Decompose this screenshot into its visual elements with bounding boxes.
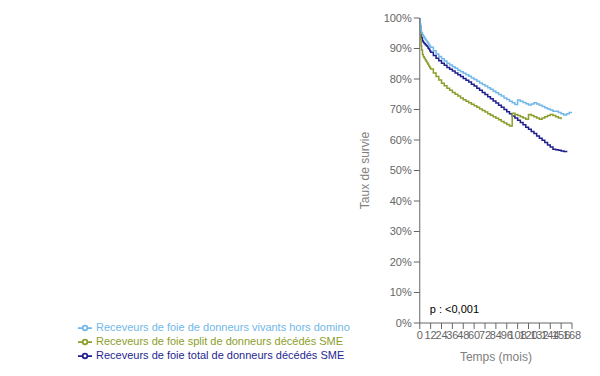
svg-text:100%: 100% [384, 12, 412, 24]
html-text:Receveurs de foie de donneurs: Receveurs de foie de donneurs vivants ho… [96, 320, 350, 333]
html-text:84 96: 84 96 [489, 328, 513, 341]
html-text:12 24 36 48 60: 12 24 36 48 60 [424, 328, 481, 341]
svg-text:156: 156 [551, 328, 571, 341]
svg-text:Taux de survie: Taux de survie [358, 131, 372, 209]
svg-text:108: 108 [508, 328, 527, 341]
svg-text:40%: 40% [390, 195, 412, 207]
svg-text:30%: 30% [390, 225, 412, 237]
svg-text:80%: 80% [390, 73, 412, 85]
svg-text:60%: 60% [390, 134, 412, 146]
html-text:Receveurs de foie split de don: Receveurs de foie split de donneurs décé… [96, 334, 343, 347]
svg-text:50%: 50% [390, 164, 412, 176]
svg-text:p : <0,001: p : <0,001 [430, 303, 479, 315]
svg-text:168: 168 [563, 329, 581, 341]
svg-text:144: 144 [541, 328, 560, 341]
svg-text:72: 72 [478, 328, 492, 341]
html-text:Receveurs de foie total de don: Receveurs de foie total de donneurs décé… [96, 348, 345, 361]
svg-text:120: 120 [519, 328, 538, 341]
svg-text:90%: 90% [390, 42, 412, 54]
svg-text:70%: 70% [390, 103, 412, 115]
svg-text:0: 0 [417, 329, 423, 341]
svg-text:0%: 0% [396, 317, 412, 329]
svg-text:10%: 10% [390, 286, 412, 298]
svg-text:132: 132 [530, 328, 549, 341]
svg-text:Temps (mois): Temps (mois) [460, 350, 532, 364]
svg-text:20%: 20% [390, 256, 412, 268]
